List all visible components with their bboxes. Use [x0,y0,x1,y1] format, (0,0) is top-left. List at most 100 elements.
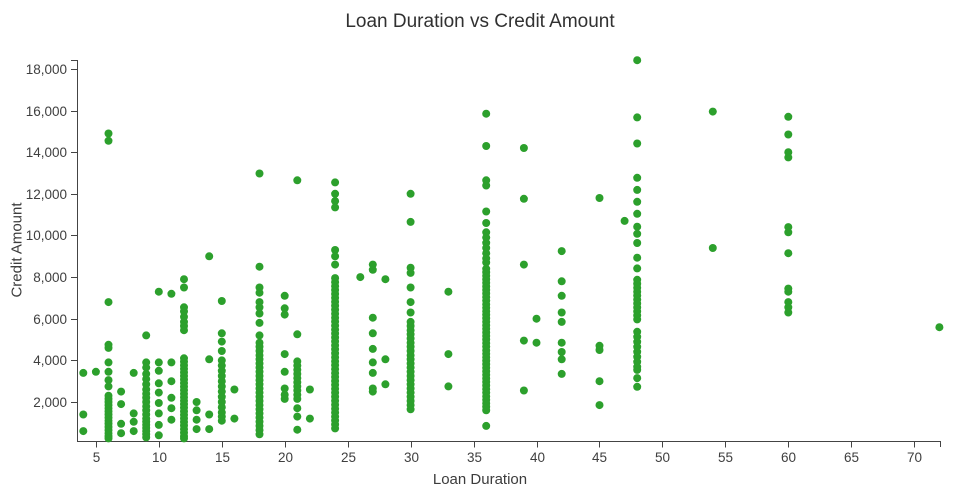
data-point [293,425,302,434]
data-point [154,388,163,397]
data-point [255,309,264,318]
data-point [633,239,642,247]
data-point [557,348,566,356]
data-point [205,425,214,434]
data-point [784,228,793,237]
data-point [293,394,302,403]
x-tick-label: 30 [404,450,419,465]
x-axis-title: Loan Duration [432,471,528,488]
data-point [595,346,604,354]
data-point [154,409,163,418]
x-tick-label: 50 [655,450,670,465]
data-point [192,406,201,415]
data-point [784,153,793,162]
data-point [557,308,566,317]
data-point [633,113,642,122]
data-point [557,369,566,378]
data-point [167,377,176,386]
data-point [633,365,642,374]
data-point [104,136,113,145]
data-point [117,419,126,428]
data-point [305,385,314,394]
data-point [331,189,340,198]
data-point [406,283,415,292]
data-point [406,189,415,198]
x-tick-label: 65 [844,450,859,465]
data-point [368,387,377,396]
data-point [280,394,289,403]
data-point [117,429,126,438]
data-point [406,268,415,277]
data-point [557,355,566,364]
x-tick-label: 10 [152,450,167,465]
chart-title: Loan Duration vs Credit Amount [345,11,615,32]
data-point [633,173,642,182]
y-tick-label: 10,000 [26,228,67,243]
data-point [205,410,214,419]
data-point [255,303,264,312]
y-tick-label: 6,000 [33,312,67,327]
data-point [633,209,642,218]
data-point [142,363,151,372]
data-point [104,358,113,367]
data-point [482,109,491,118]
data-point [406,217,415,226]
data-point [79,427,88,436]
data-point [519,194,528,203]
data-point [230,414,239,423]
data-point [519,386,528,395]
data-point [368,358,377,367]
data-point [444,350,453,359]
data-point [444,287,453,296]
data-point [381,275,390,284]
data-point [633,374,642,383]
data-point [79,368,88,377]
data-point [180,283,188,292]
data-point [633,185,642,194]
data-point [935,323,944,332]
data-point [519,336,528,345]
data-point [557,317,566,326]
data-point [406,308,415,317]
data-point [180,326,188,335]
data-point [381,355,390,364]
data-point [117,387,126,396]
data-point [129,427,138,436]
y-tick-label: 8,000 [33,270,67,285]
data-point [117,400,126,409]
data-point [280,367,289,376]
data-point [633,253,642,262]
data-point [167,358,176,367]
data-point [129,409,138,418]
data-point [167,393,176,402]
data-point [331,252,340,261]
data-point [633,56,642,65]
data-point [633,139,642,148]
data-point [293,330,302,339]
data-point [154,420,163,429]
data-point [557,247,566,256]
data-point [620,216,629,225]
data-point [154,366,163,375]
y-tick-label: 18,000 [26,62,67,77]
data-point [293,412,302,421]
x-tick-label: 40 [530,450,545,465]
data-point [633,264,642,273]
data-point [142,331,151,340]
data-point [91,367,100,376]
data-point [356,273,365,282]
data-point [192,398,201,406]
x-tick-label: 15 [215,450,230,465]
data-point [255,318,264,327]
data-point [167,289,176,298]
data-point [708,244,717,252]
data-point [595,401,604,410]
x-tick-label: 5 [93,450,101,465]
data-point [406,405,415,414]
x-tick-label: 20 [278,450,293,465]
data-point [255,331,264,340]
data-point [331,203,340,212]
y-tick-label: 16,000 [26,104,67,119]
data-point [784,308,793,317]
data-point [104,129,113,138]
